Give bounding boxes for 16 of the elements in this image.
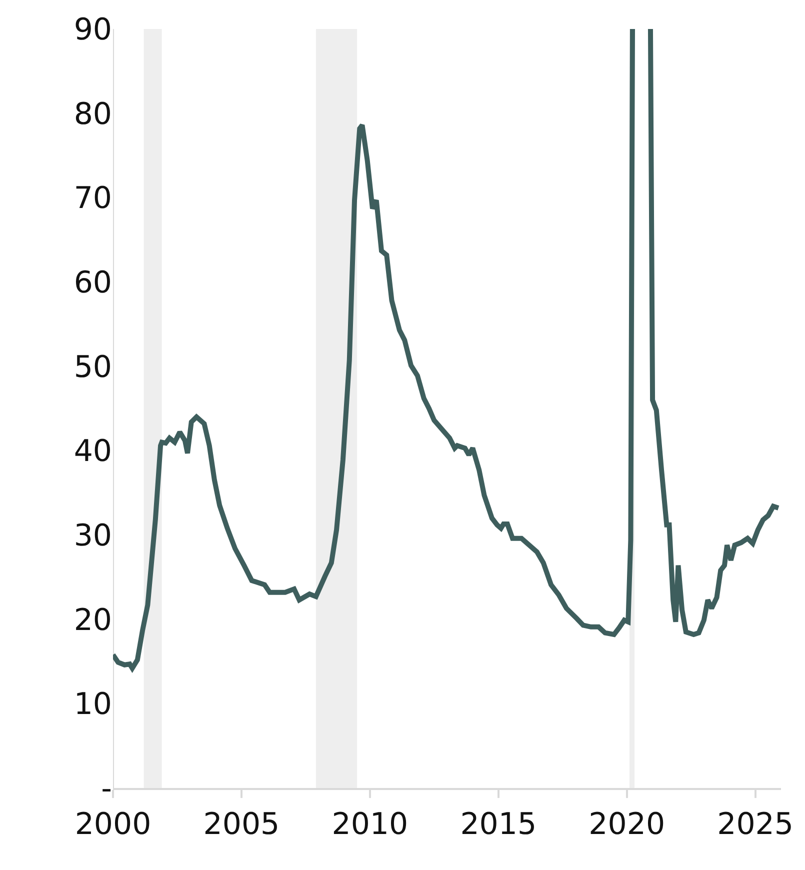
x-tick-label: 2010	[332, 807, 408, 842]
y-tick-label: -	[101, 772, 112, 806]
x-tick-label: 2020	[588, 807, 666, 842]
y-tick-label: 10	[74, 687, 112, 722]
y-tick-label: 70	[74, 181, 112, 216]
x-tick-label: 2015	[460, 807, 537, 842]
y-tick-label: 80	[74, 96, 112, 132]
y-tick-label: 40	[74, 434, 112, 470]
x-tick-label: 2005	[203, 807, 280, 842]
y-tick-label: 90	[74, 12, 112, 48]
y-tick-label: 30	[74, 518, 112, 554]
x-tick-label: 2025	[717, 807, 794, 842]
x-tick-label: 2000	[74, 807, 152, 842]
y-tick-label: 20	[74, 602, 112, 638]
y-tick-label: 50	[74, 350, 112, 385]
y-tick-label: 60	[74, 266, 112, 300]
